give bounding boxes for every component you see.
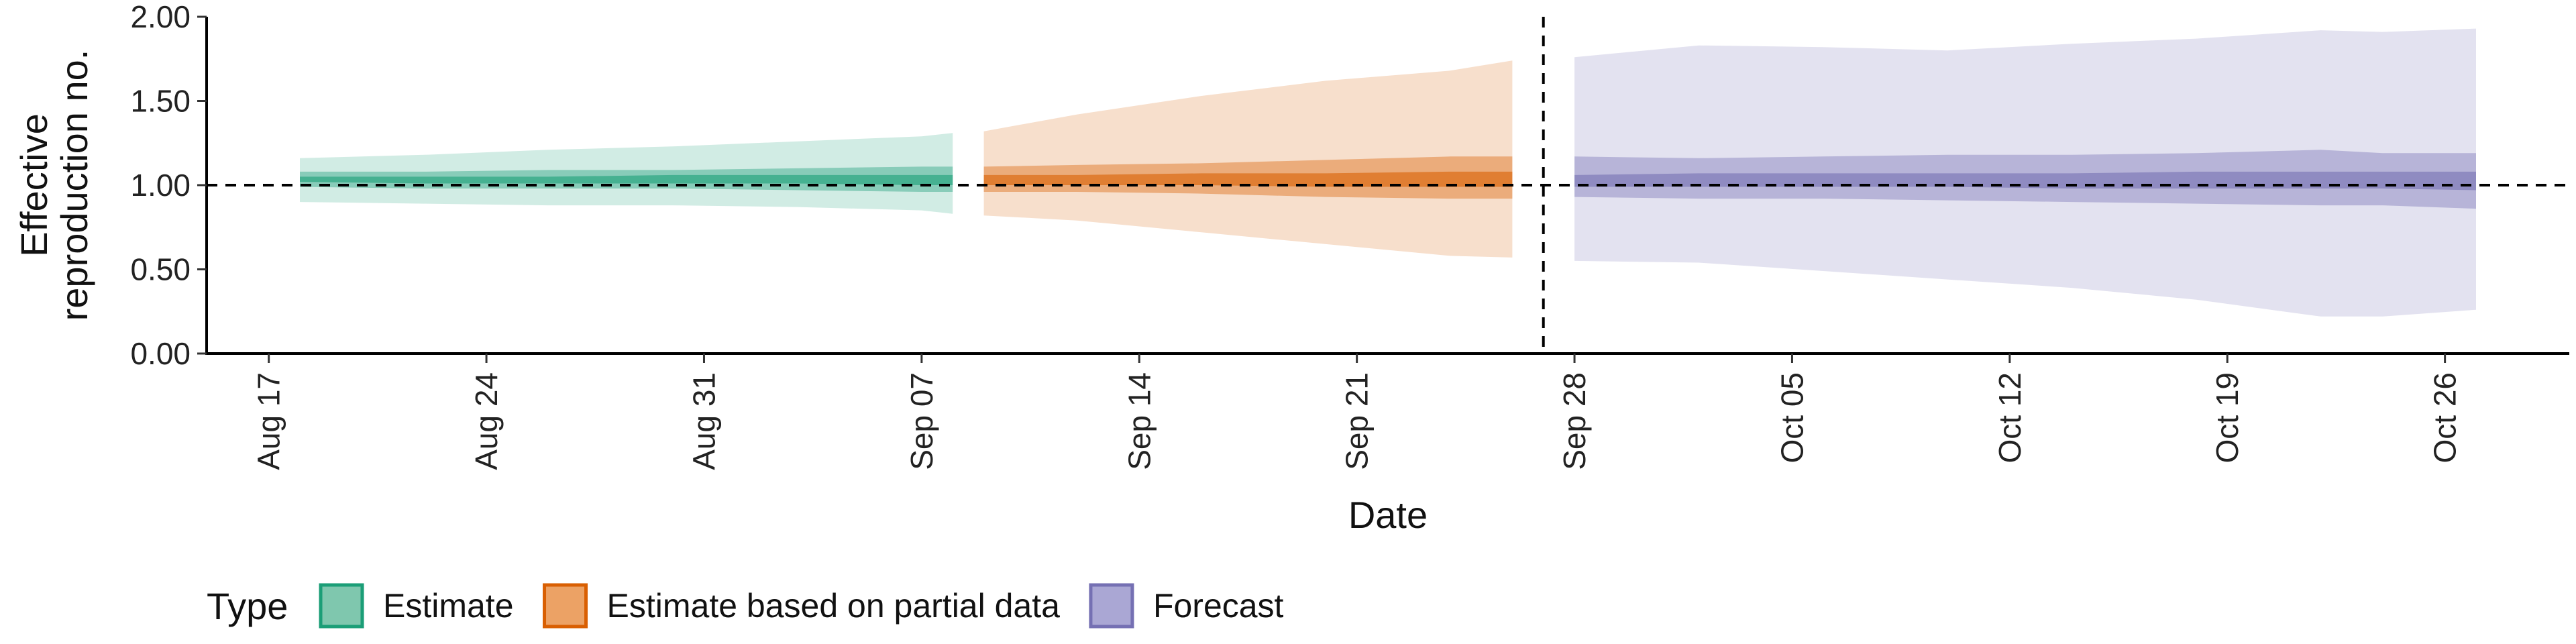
- y-tick-label: 2.00: [130, 0, 191, 34]
- x-tick-label: Oct 19: [2210, 372, 2245, 464]
- x-tick-label: Sep 21: [1340, 372, 1375, 470]
- legend-label-2: Estimate based on partial data: [607, 587, 1061, 625]
- y-tick-label: 1.50: [130, 84, 191, 119]
- series-2-band-20: [983, 171, 1513, 187]
- series-2-band-90: [983, 60, 1513, 258]
- series-1-band-20: [300, 174, 953, 185]
- y-tick-label: 0.00: [130, 336, 191, 371]
- x-tick-label: Oct 26: [2428, 372, 2463, 464]
- x-tick-label: Sep 28: [1557, 372, 1592, 470]
- series-3-band-20: [1574, 171, 2476, 191]
- legend-label-3: Forecast: [1153, 587, 1284, 625]
- series-2: [983, 60, 1513, 258]
- x-axis-title: Date: [1348, 494, 1428, 536]
- x-tick-label: Sep 14: [1122, 372, 1157, 470]
- band-layer: [300, 28, 2476, 317]
- legend-swatch-1: [319, 583, 364, 629]
- x-tick-label: Sep 07: [904, 372, 939, 470]
- y-tick-label: 0.50: [130, 252, 191, 287]
- y-axis-title-line: Effective: [13, 113, 55, 257]
- series-3: [1574, 28, 2476, 317]
- legend-swatch-3: [1089, 583, 1134, 629]
- legend-title: Type: [207, 585, 288, 627]
- x-tick-label: Aug 17: [252, 372, 286, 470]
- axes: 0.00 0.50 1.00 1.50 2.00 Aug 17 Aug 24 Aug 31 Se…: [130, 0, 2569, 470]
- x-tick-label: Oct 05: [1774, 372, 1809, 464]
- x-tick-label: Aug 31: [686, 372, 721, 470]
- legend-swatch-2: [543, 583, 588, 629]
- legend: Type Estimate Estimate based on partial da…: [207, 583, 1284, 629]
- x-tick-label: Aug 24: [469, 372, 504, 470]
- series-1-band-90: [300, 133, 953, 214]
- y-axis-title-line: reproduction no.: [53, 50, 95, 321]
- y-tick-label: 1.00: [130, 168, 191, 203]
- series-3-band-90: [1574, 28, 2476, 317]
- x-tick-label: Oct 12: [1992, 372, 2027, 464]
- legend-label-1: Estimate: [383, 587, 514, 625]
- series-1: [300, 133, 953, 214]
